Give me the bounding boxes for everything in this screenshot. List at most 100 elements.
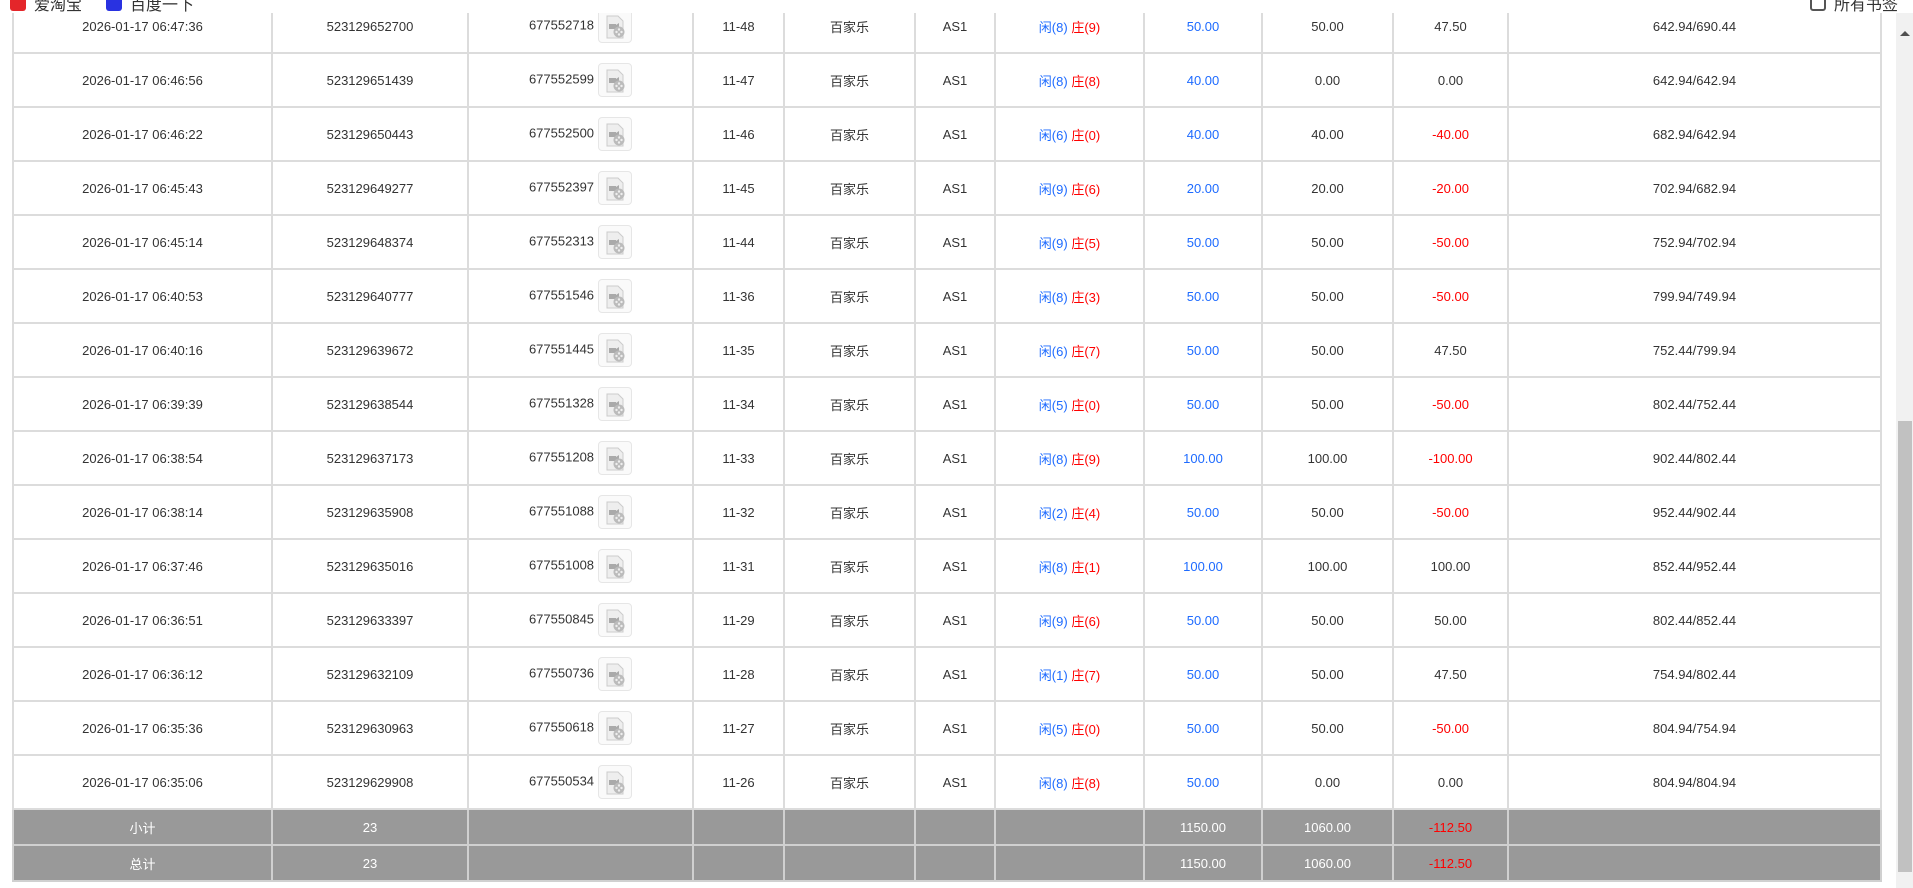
table-row: 2026-01-17 06:36:12 523129632109 677550736… bbox=[12, 646, 1882, 702]
summary-bet: 1150.00 bbox=[1143, 844, 1263, 882]
video-replay-icon[interactable] bbox=[598, 171, 633, 205]
bet-amount: 50.00 bbox=[1143, 268, 1263, 324]
bet-time: 2026-01-17 06:38:14 bbox=[12, 484, 273, 540]
video-replay-icon[interactable] bbox=[598, 117, 633, 151]
result-cell: 闲(9) 庄(6) bbox=[994, 160, 1145, 216]
bookmark-taobao[interactable]: 爱淘宝 bbox=[10, 0, 82, 13]
table-row: 2026-01-17 06:45:43 523129649277 677552397… bbox=[12, 160, 1882, 216]
player-result: 闲(9) bbox=[1038, 613, 1068, 629]
result-cell: 闲(8) 庄(9) bbox=[994, 430, 1145, 486]
table-row: 2026-01-17 06:39:39 523129638544 677551328… bbox=[12, 376, 1882, 432]
round-id-cell: 677551546 bbox=[467, 268, 694, 324]
result-cell: 闲(6) 庄(0) bbox=[994, 106, 1145, 162]
bet-time: 2026-01-17 06:45:14 bbox=[12, 214, 273, 270]
valid-bet: 50.00 bbox=[1261, 268, 1394, 324]
banker-result: 庄(8) bbox=[1071, 73, 1101, 89]
video-replay-icon[interactable] bbox=[598, 765, 633, 799]
empty-cell bbox=[692, 844, 785, 882]
video-replay-icon[interactable] bbox=[598, 657, 633, 691]
balance-before-after: 902.44/802.44 bbox=[1507, 430, 1882, 486]
result-cell: 闲(5) 庄(0) bbox=[994, 700, 1145, 756]
empty-cell bbox=[1507, 808, 1882, 846]
scrollbar-thumb[interactable] bbox=[1898, 421, 1912, 872]
vertical-scrollbar[interactable] bbox=[1896, 13, 1913, 888]
win-loss: -50.00 bbox=[1392, 700, 1509, 756]
bet-id: 523129638544 bbox=[271, 376, 469, 432]
bookmark-label: 百度一下 bbox=[130, 0, 195, 13]
empty-cell bbox=[914, 808, 996, 846]
round-id-cell: 677550845 bbox=[467, 592, 694, 648]
table-row: 2026-01-17 06:35:36 523129630963 677550618… bbox=[12, 700, 1882, 756]
round-id: 677552397 bbox=[528, 179, 595, 195]
subtotal-row: 小计 23 1150.00 1060.00 -112.50 bbox=[12, 808, 1882, 846]
balance-before-after: 754.94/802.44 bbox=[1507, 646, 1882, 702]
shoe-round: 11-45 bbox=[692, 160, 785, 216]
video-replay-icon[interactable] bbox=[598, 441, 633, 475]
table-row: 2026-01-17 06:40:53 523129640777 677551546… bbox=[12, 268, 1882, 324]
summary-valid: 1060.00 bbox=[1261, 844, 1394, 882]
bet-id: 523129640777 bbox=[271, 268, 469, 324]
bet-amount: 50.00 bbox=[1143, 376, 1263, 432]
shoe-round: 11-46 bbox=[692, 106, 785, 162]
table-row: 2026-01-17 06:46:56 523129651439 677552599… bbox=[12, 52, 1882, 108]
valid-bet: 50.00 bbox=[1261, 484, 1394, 540]
valid-bet: 50.00 bbox=[1261, 322, 1394, 378]
video-replay-icon[interactable] bbox=[598, 9, 633, 43]
bookmark-label: 所有书签 bbox=[1834, 0, 1899, 13]
video-replay-icon[interactable] bbox=[598, 225, 633, 259]
table-row: 2026-01-17 06:37:46 523129635016 677551008… bbox=[12, 538, 1882, 594]
empty-cell bbox=[467, 808, 694, 846]
valid-bet: 0.00 bbox=[1261, 754, 1394, 810]
balance-before-after: 852.44/952.44 bbox=[1507, 538, 1882, 594]
round-id: 677552599 bbox=[528, 71, 595, 87]
video-replay-icon[interactable] bbox=[598, 495, 633, 529]
round-id-cell: 677550618 bbox=[467, 700, 694, 756]
table-code: AS1 bbox=[914, 268, 996, 324]
bet-id: 523129632109 bbox=[271, 646, 469, 702]
banker-result: 庄(1) bbox=[1071, 559, 1101, 575]
round-id: 677551546 bbox=[528, 287, 595, 303]
valid-bet: 50.00 bbox=[1261, 592, 1394, 648]
bet-amount: 20.00 bbox=[1143, 160, 1263, 216]
round-id-cell: 677551328 bbox=[467, 376, 694, 432]
bet-amount: 100.00 bbox=[1143, 538, 1263, 594]
video-replay-icon[interactable] bbox=[598, 63, 633, 97]
game-type: 百家乐 bbox=[783, 538, 916, 594]
round-id: 677551328 bbox=[528, 395, 595, 411]
banker-result: 庄(6) bbox=[1071, 613, 1101, 629]
video-replay-icon[interactable] bbox=[598, 387, 633, 421]
shoe-round: 11-28 bbox=[692, 646, 785, 702]
shoe-round: 11-27 bbox=[692, 700, 785, 756]
table-code: AS1 bbox=[914, 376, 996, 432]
win-loss: -100.00 bbox=[1392, 430, 1509, 486]
round-id: 677552718 bbox=[528, 17, 595, 33]
bet-amount: 50.00 bbox=[1143, 322, 1263, 378]
empty-cell bbox=[914, 844, 996, 882]
video-replay-icon[interactable] bbox=[598, 279, 633, 313]
win-loss: -20.00 bbox=[1392, 160, 1509, 216]
round-id: 677550845 bbox=[528, 611, 595, 627]
balance-before-after: 752.44/799.94 bbox=[1507, 322, 1882, 378]
video-replay-icon[interactable] bbox=[598, 333, 633, 367]
empty-cell bbox=[994, 808, 1145, 846]
scroll-up-arrow-icon[interactable] bbox=[1900, 31, 1910, 36]
player-result: 闲(6) bbox=[1038, 127, 1068, 143]
result-cell: 闲(5) 庄(0) bbox=[994, 376, 1145, 432]
table-row: 2026-01-17 06:35:06 523129629908 677550534… bbox=[12, 754, 1882, 810]
bet-time: 2026-01-17 06:40:16 bbox=[12, 322, 273, 378]
all-bookmarks-button[interactable]: 所有书签 bbox=[1810, 0, 1898, 13]
bookmark-baidu[interactable]: 百度一下 bbox=[106, 0, 194, 13]
round-id: 677550618 bbox=[528, 719, 595, 735]
video-replay-icon[interactable] bbox=[598, 711, 633, 745]
game-type: 百家乐 bbox=[783, 322, 916, 378]
result-cell: 闲(8) 庄(8) bbox=[994, 52, 1145, 108]
game-type: 百家乐 bbox=[783, 52, 916, 108]
video-replay-icon[interactable] bbox=[598, 549, 633, 583]
video-replay-icon[interactable] bbox=[598, 603, 633, 637]
valid-bet: 100.00 bbox=[1261, 538, 1394, 594]
balance-before-after: 752.94/702.94 bbox=[1507, 214, 1882, 270]
player-result: 闲(9) bbox=[1038, 181, 1068, 197]
table-row: 2026-01-17 06:46:22 523129650443 677552500… bbox=[12, 106, 1882, 162]
round-id-cell: 677551208 bbox=[467, 430, 694, 486]
round-id-cell: 677551008 bbox=[467, 538, 694, 594]
